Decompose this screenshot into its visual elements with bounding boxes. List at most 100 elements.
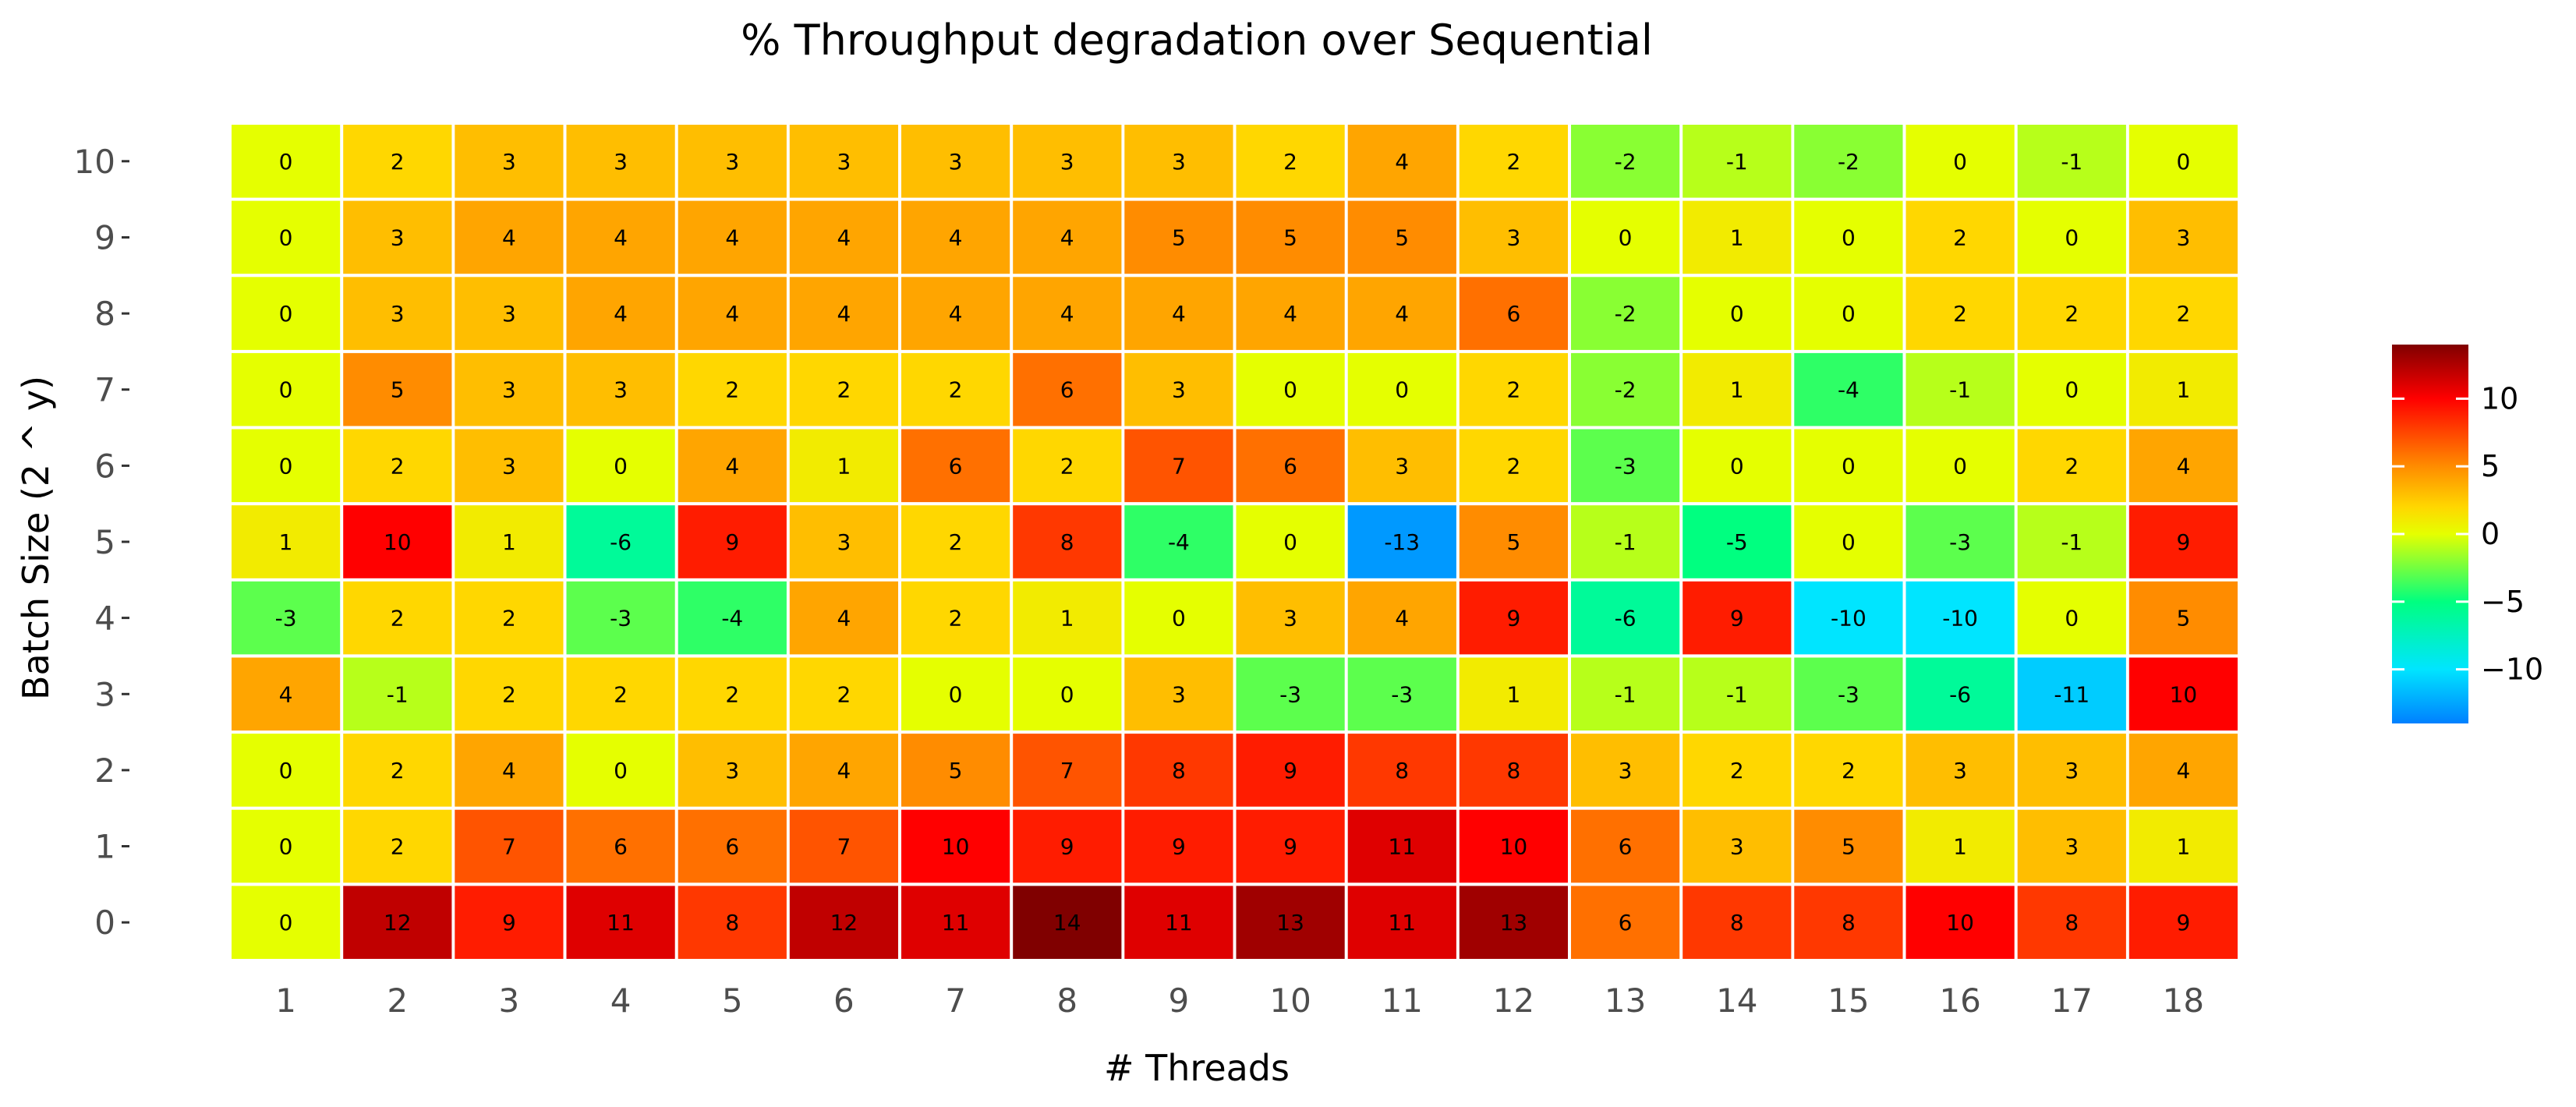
cell-value-label: 2 [1506,453,1520,479]
cell-value-label: 2 [502,681,516,707]
cell-value-label: -13 [1384,529,1420,555]
cell-value-label: 0 [1953,453,1967,479]
cell-value-label: -3 [1949,529,1971,555]
x-tick-label: 2 [387,981,408,1020]
heatmap-cell [678,125,787,198]
cell-value-label: 6 [1283,453,1297,479]
heatmap-cell [1013,734,1122,807]
x-tick-label: 12 [1493,981,1534,1020]
cell-value-label: 1 [1506,681,1520,707]
cell-value-label: 4 [614,225,628,251]
cell-value-label: -1 [2061,149,2082,175]
heatmap-cell [1236,657,1345,731]
heatmap-cell [566,125,675,198]
legend-tick-label: 0 [2481,517,2500,551]
heatmap-cell [1013,125,1122,198]
cell-value-label: 9 [1283,834,1297,860]
cell-value-label: 11 [607,910,635,935]
heatmap-cell [343,505,452,578]
heatmap-cell [455,277,564,350]
cell-value-label: 1 [279,529,293,555]
heatmap-cell [566,809,675,883]
cell-value-label: 0 [279,910,293,935]
cell-value-label: 4 [949,225,963,251]
heatmap-cell [1236,734,1345,807]
cell-value-label: 8 [1506,758,1520,783]
heatmap-cell [2017,277,2126,350]
heatmap-cell [232,429,341,503]
cell-value-label: 0 [1842,453,1856,479]
heatmap-cell [1794,734,1903,807]
heatmap-cell [1571,505,1680,578]
heatmap-cell [1347,886,1456,959]
cell-value-label: 0 [614,453,628,479]
cell-value-label: 3 [2176,225,2190,251]
heatmap-cell [789,200,898,274]
heatmap-cell [232,734,341,807]
heatmap-cell [566,886,675,959]
heatmap-cell [455,581,564,655]
cell-value-label: 9 [725,529,739,555]
cell-value-label: -2 [1615,301,1637,327]
heatmap-cell [1013,429,1122,503]
cell-value-label: 0 [1842,301,1856,327]
cell-value-label: 8 [725,910,739,935]
heatmap-cell [566,734,675,807]
heatmap-cell [1683,200,1792,274]
heatmap-cell [901,734,1010,807]
heatmap-cell [2017,505,2126,578]
cell-value-label: 3 [725,149,739,175]
cell-value-label: 0 [279,377,293,403]
heatmap-cell [789,125,898,198]
heatmap-cell [1905,657,2015,731]
cell-value-label: 8 [1395,758,1409,783]
heatmap-cell [1236,581,1345,655]
cell-value-label: 4 [1395,301,1409,327]
heatmap-cell [1013,352,1122,426]
cell-value-label: 0 [1730,453,1744,479]
cell-value-label: 2 [391,149,405,175]
cell-value-label: -6 [1615,606,1637,631]
heatmap-cell [343,125,452,198]
cell-value-label: 13 [1500,910,1528,935]
cell-value-label: 0 [1283,529,1297,555]
cell-value-label: 3 [391,301,405,327]
heatmap-cells: 0 12 9 11 8 12 11 14 11 13 11 13 6 8 8 10 8 90 2 7 6 6 7 10 9 9 9 1… [232,125,2238,959]
x-tick-label: 10 [1269,981,1311,1020]
cell-value-label: 3 [391,225,405,251]
heatmap-cell [1236,505,1345,578]
heatmap-cell [232,505,341,578]
cell-value-label: 9 [1060,834,1074,860]
heatmap-cell [1683,277,1792,350]
heatmap-cell [1347,429,1456,503]
cell-value-label: 2 [2065,301,2079,327]
heatmap-cell [1905,809,2015,883]
heatmap-cell [232,886,341,959]
chart-title: % Throughput degradation over Sequential [741,16,1653,65]
cell-value-label: 2 [1506,149,1520,175]
cell-value-label: 0 [1172,606,1186,631]
cell-value-label: 7 [1172,453,1186,479]
cell-value-label: 4 [614,301,628,327]
cell-value-label: 9 [1506,606,1520,631]
heatmap-cell [1571,734,1680,807]
heatmap-cell [789,734,898,807]
heatmap-cell [1459,581,1568,655]
heatmap-cell [1013,581,1122,655]
cell-value-label: 2 [391,606,405,631]
heatmap-cell [1905,352,2015,426]
cell-value-label: 6 [949,453,963,479]
cell-value-label: 4 [837,301,851,327]
legend-tick-label: −5 [2481,585,2525,619]
heatmap-cell [455,809,564,883]
heatmap-cell [1124,125,1233,198]
cell-value-label: 2 [1953,301,1967,327]
heatmap-cell [1459,657,1568,731]
heatmap-cell [1571,657,1680,731]
heatmap-cell [2017,200,2126,274]
heatmap-cell [455,429,564,503]
x-tick-label: 15 [1828,981,1869,1020]
y-tick-label: 4 [94,599,115,638]
cell-value-label: -2 [1615,149,1637,175]
heatmap-cell [566,429,675,503]
